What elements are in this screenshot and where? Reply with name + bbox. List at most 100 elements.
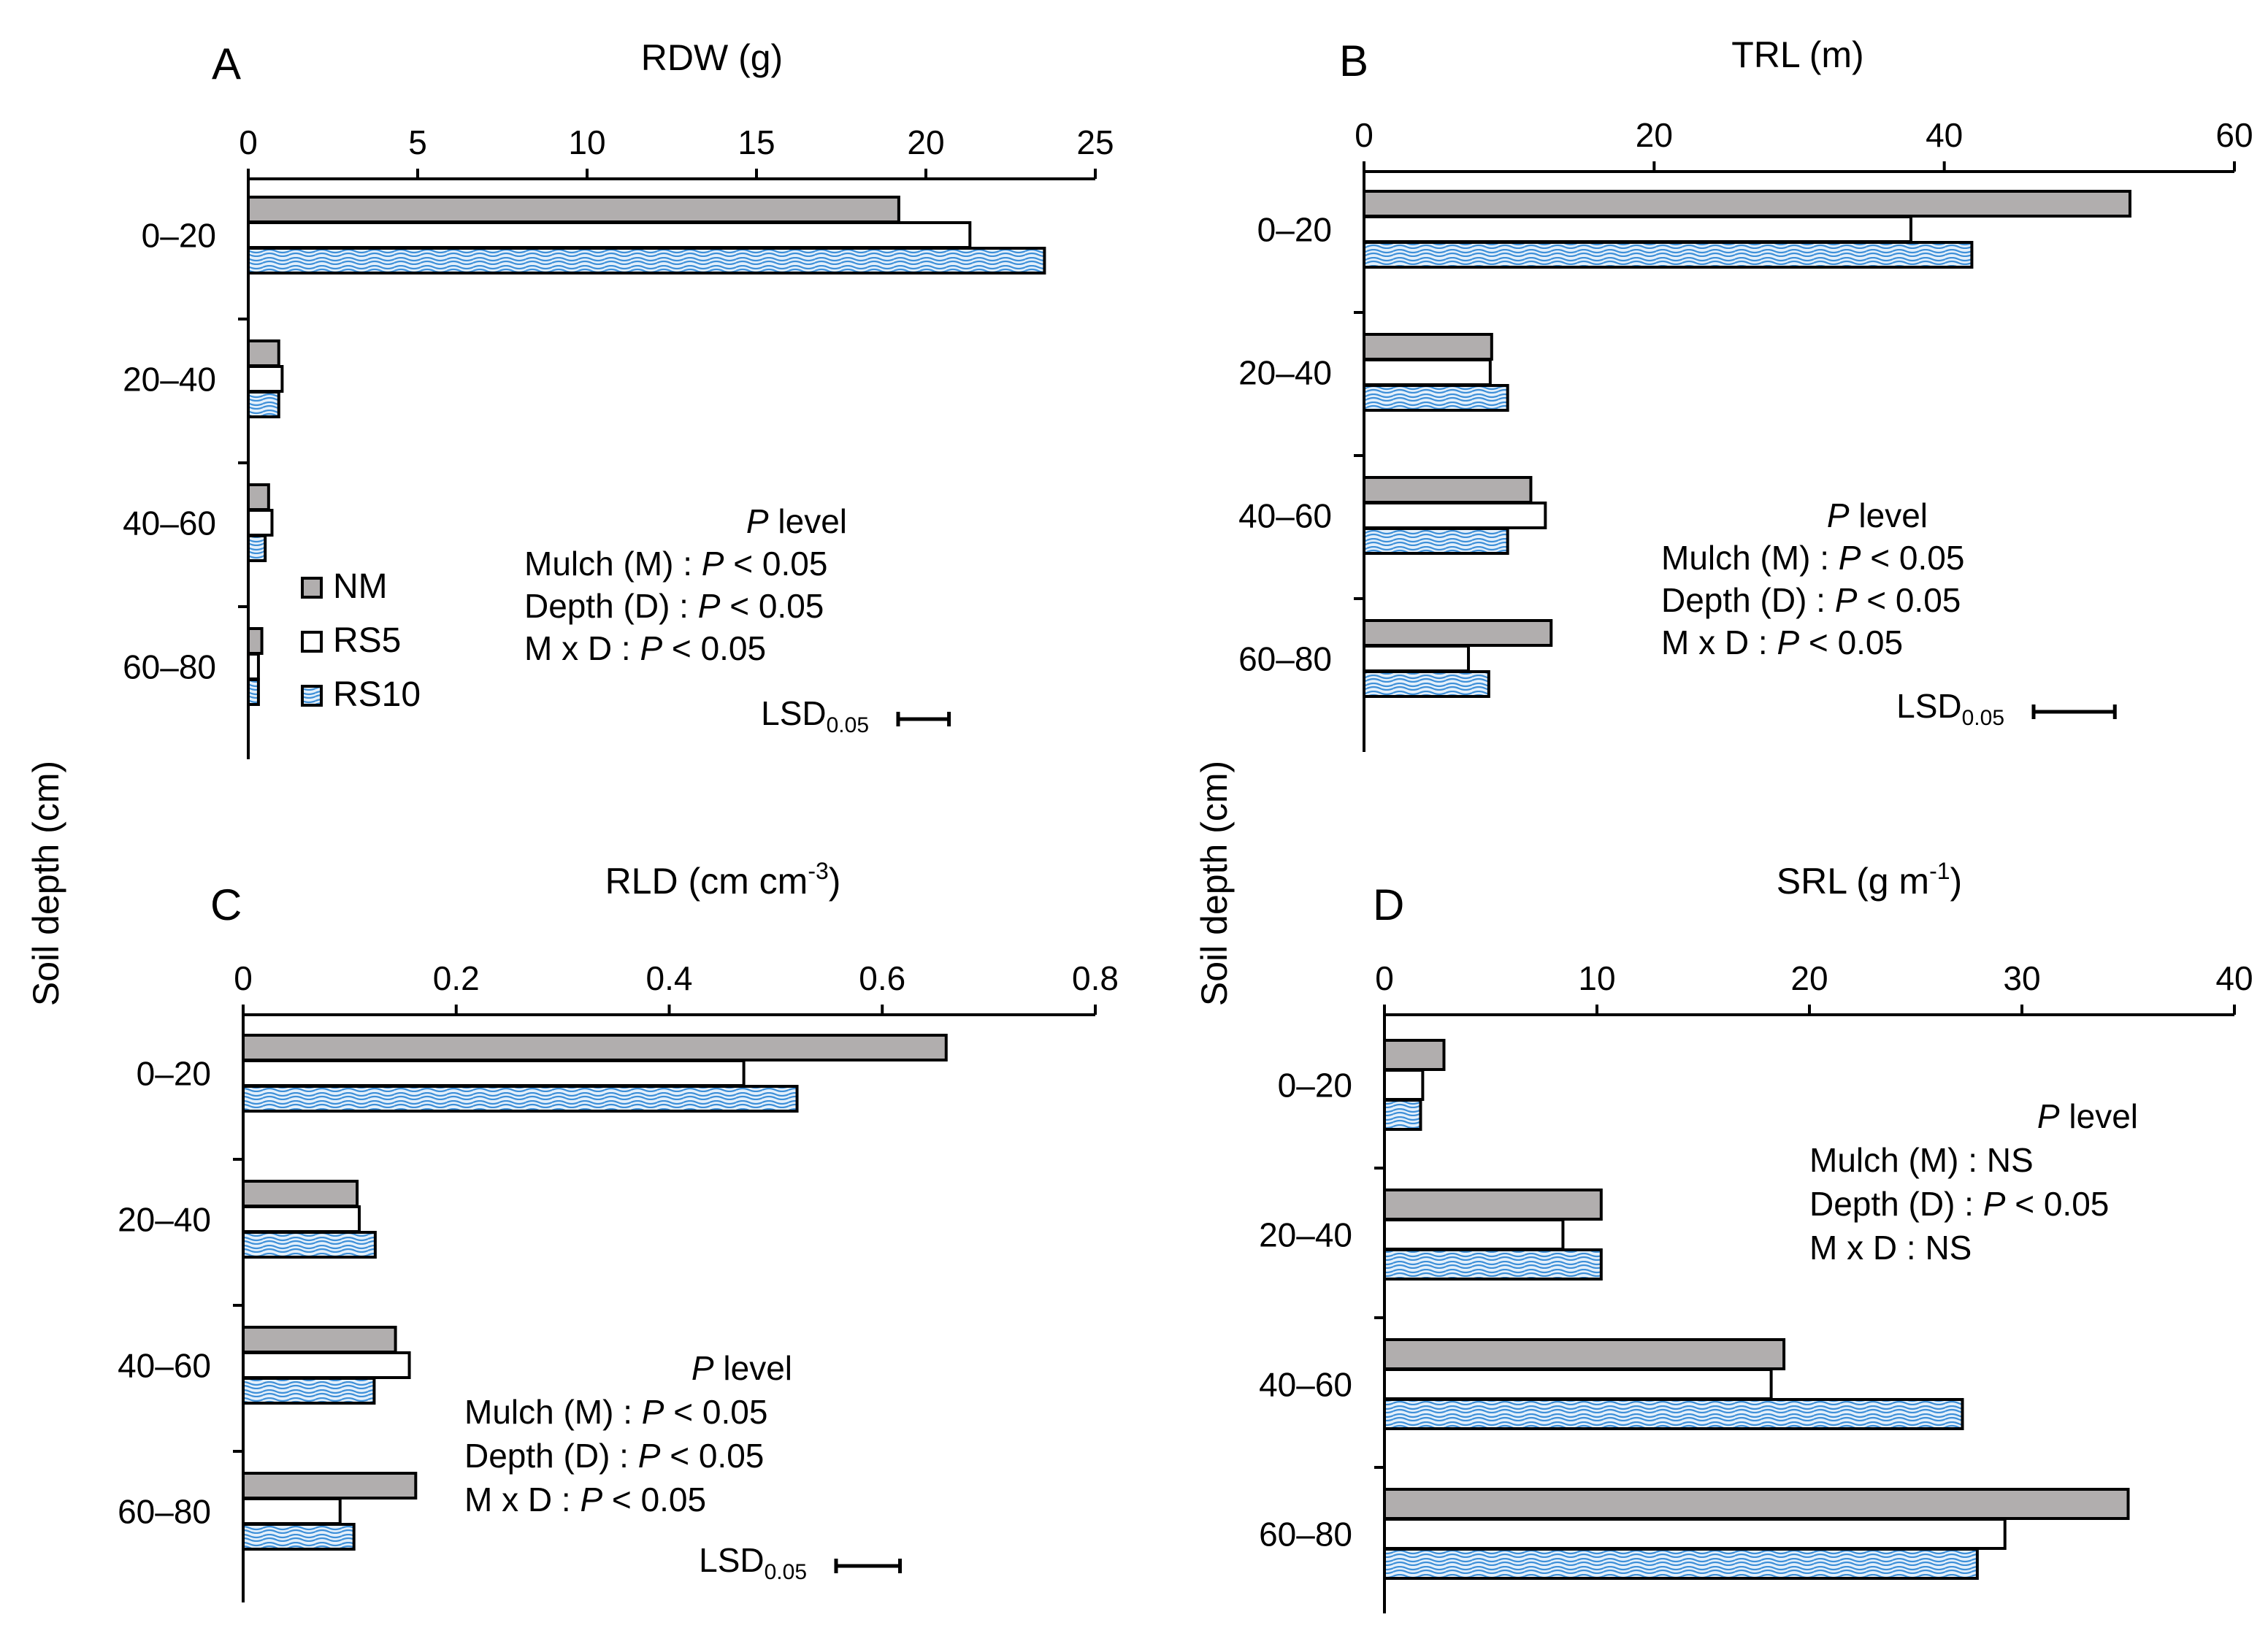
panel-c-bar-rs5: [242, 1497, 342, 1525]
panel-d-plot: 0 10 20 30 40 0–20 20–40 40–60 60–80: [1259, 959, 2253, 1613]
panel-c-letter: C: [210, 880, 242, 929]
panel-b-x-axis-title: TRL (m): [1731, 34, 1863, 75]
panel-d-bar-nm: [1383, 1488, 2130, 1520]
panel-a-category-label: 0–20: [142, 217, 216, 255]
panel-d-stats-row: M x D : NS: [1809, 1229, 1972, 1267]
panel-b-bar-rs10: [1363, 527, 1509, 555]
panel-c-bar-nm: [242, 1472, 418, 1500]
panel-b-stats-row: Depth (D) : P < 0.05: [1661, 581, 1961, 619]
legend-swatch-nm: [301, 577, 323, 599]
panel-b-bar-rs5: [1363, 358, 1492, 386]
legend-label-nm: NM: [333, 567, 388, 606]
panel-d-x-axis-title: SRL (g m-1): [1777, 858, 1962, 902]
panel-b-category-label: 40–60: [1238, 497, 1332, 535]
panel-b-stats-heading: P level: [1827, 496, 1928, 534]
panel-a-x-tick-label: 10: [568, 123, 605, 161]
panel-a-category-label: 20–40: [123, 361, 216, 399]
panel-b-lsd-label: LSD0.05: [1896, 687, 2004, 730]
panel-d-bar-rs5: [1383, 1518, 2007, 1550]
panel-c-bar-rs10: [242, 1231, 377, 1259]
panel-b-stats-row: Mulch (M) : P < 0.05: [1661, 539, 1964, 577]
panel-a-stats-row: Depth (D) : P < 0.05: [524, 587, 824, 625]
panel-b-bar-rs5: [1363, 645, 1471, 672]
panel-b-x-tick-label: 60: [2215, 116, 2253, 154]
panel-d-x-tick-label: 10: [1578, 959, 1615, 997]
panel-c-stats-heading: P level: [691, 1349, 792, 1387]
panel-c-category-label: 40–60: [118, 1347, 211, 1385]
panel-d-bar-rs10: [1383, 1548, 1979, 1580]
panel-c-x-tick-label: 0.6: [859, 959, 905, 997]
panel-c-stats-row: Depth (D) : P < 0.05: [464, 1437, 764, 1475]
panel-a-bar-rs5: [247, 653, 260, 680]
panel-a-bar-rs10: [247, 534, 267, 562]
panel-b-plot: 0 20 40 60 0–20 20–40 40–60 60–80: [1238, 116, 2253, 752]
panel-c-category-label: 20–40: [118, 1201, 211, 1239]
y-axis-title-top: Soil depth (cm): [26, 761, 66, 1006]
panel-d-bar-nm: [1383, 1189, 1603, 1221]
panel-d-x-tick-label: 40: [2215, 959, 2253, 997]
panel-a-bar-rs10: [247, 391, 280, 418]
panel-b-category-label: 0–20: [1257, 211, 1332, 249]
panel-c-bar-rs10: [242, 1085, 799, 1113]
panel-c-lsd-label: LSD0.05: [699, 1541, 807, 1584]
panel-c-stats-row: Mulch (M) : P < 0.05: [464, 1393, 767, 1431]
panel-b-bar-rs10: [1363, 384, 1509, 412]
panel-d-category-label: 0–20: [1278, 1067, 1352, 1105]
panel-c-stats: P level Mulch (M) : P < 0.05 Depth (D) : P…: [464, 1349, 903, 1584]
panel-b-stats-row: M x D : P < 0.05: [1661, 623, 1903, 661]
panel-d-bar-rs10: [1383, 1099, 1422, 1131]
panel-c-x-axis-title: RLD (cm cm-3): [605, 858, 841, 902]
panel-a-bar-nm: [247, 339, 280, 367]
panel-d-category-label: 20–40: [1259, 1216, 1352, 1254]
panel-c-x-tick-label: 0: [234, 959, 253, 997]
panel-a-stats: P level Mulch (M) : P < 0.05 Depth (D) : P…: [524, 502, 951, 737]
panel-d-x-axis-title-main: SRL (g m: [1777, 861, 1929, 902]
panel-b-category-label: 20–40: [1238, 354, 1332, 392]
panel-d-x-axis-title-sup: -1: [1929, 858, 1950, 884]
panel-d-bar-rs5: [1383, 1069, 1425, 1101]
panel-d-bar-nm: [1383, 1338, 1786, 1370]
panel-b-bar-rs10: [1363, 241, 1974, 269]
panel-d-x-axis-title-end: ): [1950, 861, 1963, 902]
panel-b-x-tick-label: 40: [1926, 116, 1963, 154]
panel-d-letter: D: [1373, 880, 1404, 929]
panel-c-stats-row: M x D : P < 0.05: [464, 1481, 706, 1518]
panel-a-x-tick-label: 25: [1076, 123, 1114, 161]
panel-a-bar-rs5: [247, 365, 284, 393]
panel-a-bar-nm: [247, 196, 900, 223]
panel-a-bar-nm: [247, 627, 264, 655]
panel-a-bar-rs5: [247, 221, 972, 249]
legend-swatch-rs10: [301, 685, 323, 707]
panel-c: C RLD (cm cm-3) 0 0.2 0.4 0.6 0.8 0–20 20–40 40…: [118, 858, 1119, 1602]
panel-d-category-label: 60–80: [1259, 1516, 1352, 1554]
panel-b-bar-rs5: [1363, 215, 1912, 243]
panel-d-x-tick-label: 0: [1375, 959, 1394, 997]
panel-a-bar-rs10: [247, 247, 1046, 274]
y-axis-title-right: Soil depth (cm): [1194, 761, 1235, 1006]
panel-d-stats-heading: P level: [2037, 1097, 2138, 1135]
panel-d-bar-rs5: [1383, 1368, 1773, 1400]
panel-c-category-label: 0–20: [137, 1055, 211, 1093]
panel-b-bar-rs5: [1363, 502, 1547, 529]
panel-d-stats-row: Mulch (M) : NS: [1809, 1141, 2034, 1179]
panel-b-bar-nm: [1363, 619, 1553, 647]
panel-b-lsd-error-bar: [2031, 704, 2117, 719]
panel-c-x-tick-label: 0.4: [646, 959, 693, 997]
panel-a-x-tick-label: 5: [408, 123, 427, 161]
panel-d-category-label: 40–60: [1259, 1366, 1352, 1404]
panel-a-category-label: 40–60: [123, 504, 216, 542]
panel-c-bar-rs10: [242, 1377, 376, 1405]
panel-d: D SRL (g m-1) 0 10 20 30 40 0–20 20–40 40–60 60–…: [1259, 858, 2253, 1613]
panel-a-lsd-label: LSD0.05: [761, 694, 869, 737]
panel-c-bar-rs10: [242, 1523, 356, 1551]
panel-b-bar-nm: [1363, 190, 2131, 218]
legend-label-rs5: RS5: [333, 621, 401, 660]
panel-a-stats-row: Mulch (M) : P < 0.05: [524, 545, 827, 583]
panel-c-bar-nm: [242, 1034, 948, 1061]
panel-c-category-label: 60–80: [118, 1493, 211, 1531]
panel-a-stats-row: M x D : P < 0.05: [524, 629, 766, 667]
panel-a-stats-heading: P level: [746, 502, 847, 540]
panel-c-x-axis-title-main: RLD (cm cm: [605, 861, 808, 902]
